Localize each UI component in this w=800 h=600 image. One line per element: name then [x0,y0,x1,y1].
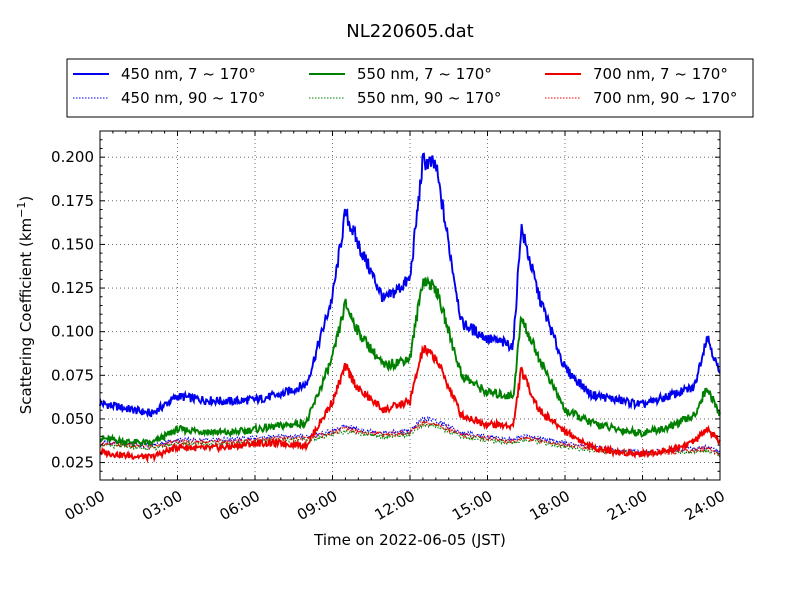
y-axis-label-sup: −1 [15,202,28,218]
legend-label: 700 nm, 7 ~ 170° [593,65,728,83]
x-tick-label: 21:00 [604,487,650,524]
x-tick-label: 00:00 [62,487,108,524]
series-layer [99,152,721,464]
y-tick-label: 0.100 [51,323,94,341]
x-tick-label: 18:00 [527,487,573,524]
x-tick-label: 24:00 [682,487,728,524]
x-tick-label: 03:00 [139,487,185,524]
y-tick-label: 0.200 [51,148,94,166]
legend-label: 450 nm, 7 ~ 170° [121,65,256,83]
series-line [99,419,721,457]
y-tick-label: 0.150 [51,235,94,253]
y-axis-label-main: Scattering Coefficient (km [17,218,35,414]
y-tick-label: 0.075 [51,366,94,384]
chart-title: NL220605.dat [346,21,473,42]
legend-label: 550 nm, 90 ~ 170° [357,89,501,107]
legend-label: 450 nm, 90 ~ 170° [121,89,265,107]
legend: 450 nm, 7 ~ 170° 550 nm, 7 ~ 170° 700 nm, … [73,65,737,107]
y-tick-label: 0.125 [51,279,94,297]
x-tick-label: 12:00 [372,487,418,524]
y-axis-label-close: ) [17,196,35,202]
series-line [99,275,721,449]
x-tick-label: 15:00 [449,487,495,524]
series-line [99,152,721,419]
grid [100,131,720,480]
y-axis-label: Scattering Coefficient (km−1) [15,196,35,415]
series-line [99,344,721,464]
ticks: 00:00 03:00 06:00 09:00 12:00 15:00 18:00 21:00… [51,131,728,524]
legend-label: 550 nm, 7 ~ 170° [357,65,492,83]
y-tick-label: 0.025 [51,454,94,472]
y-tick-label: 0.050 [51,410,94,428]
legend-box [66,58,754,118]
x-tick-label: 06:00 [217,487,263,524]
x-tick-label: 09:00 [294,487,340,524]
y-tick-label: 0.175 [51,192,94,210]
legend-label: 700 nm, 90 ~ 170° [593,89,737,107]
x-axis-label: Time on 2022-06-05 (JST) [313,531,506,549]
